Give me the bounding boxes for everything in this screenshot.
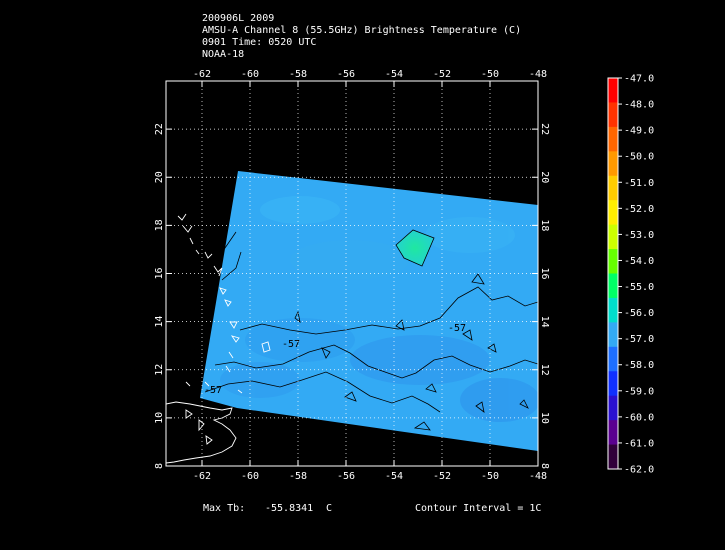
- colorbar-segment: [608, 297, 618, 323]
- contour-lines: [204, 229, 538, 431]
- warm-core-feature: [396, 230, 434, 266]
- colorbar-segment: [608, 175, 618, 201]
- colorbar-segment: [608, 322, 618, 348]
- coastlines: [166, 213, 271, 464]
- lat-label-right-8: 8: [539, 463, 550, 469]
- lon-label-top--54: -54: [385, 69, 403, 80]
- lon-label-bottom--52: -52: [433, 471, 451, 482]
- lat-label-left-20: 20: [154, 171, 165, 183]
- colorbar-segment: [608, 102, 618, 128]
- contour-label-2: -57: [448, 323, 466, 334]
- lat-label-left-18: 18: [154, 219, 165, 231]
- colorbar-segment: [608, 395, 618, 421]
- contour-label-1: -57: [282, 339, 300, 350]
- colorbar-segment: [608, 224, 618, 250]
- max-tb-unit: C: [326, 503, 333, 514]
- colorbar-label-10: -56.0: [624, 308, 654, 319]
- colorbar-label-2: -48.0: [624, 100, 654, 111]
- lon-label-top--52: -52: [433, 69, 451, 80]
- title-line-3: 0901 Time: 0520 UTC: [202, 37, 317, 48]
- swath-layer: -57 -57 -57: [200, 171, 538, 451]
- lat-label-right-22: 22: [539, 123, 550, 135]
- colorbar-segment: [608, 420, 618, 446]
- lat-label-right-16: 16: [539, 267, 550, 279]
- colorbar-label-13: -59.0: [624, 386, 654, 397]
- colorbar-label-1: -47.0: [624, 74, 654, 85]
- lon-label-bottom--58: -58: [289, 471, 307, 482]
- lat-label-right-18: 18: [539, 219, 550, 231]
- colorbar-label-6: -52.0: [624, 204, 654, 215]
- lat-label-left-12: 12: [154, 364, 165, 376]
- contour-label-3: -57: [204, 385, 222, 396]
- colorbar-label-5: -51.0: [624, 178, 654, 189]
- colorbar-segment: [608, 78, 618, 103]
- axis-ticks: [166, 81, 539, 467]
- lon-label-bottom--62: -62: [193, 471, 211, 482]
- lon-label-top--58: -58: [289, 69, 307, 80]
- colorbar-segment: [608, 444, 618, 470]
- lat-label-left-16: 16: [154, 267, 165, 279]
- title-line-2: AMSU-A Channel 8 (55.5GHz) Brightness Te…: [202, 25, 522, 36]
- title-line-1: 200906L 2009: [202, 13, 275, 24]
- colorbar-label-15: -61.0: [624, 438, 654, 449]
- lon-label-top--62: -62: [193, 69, 211, 80]
- lat-label-right-20: 20: [539, 171, 550, 183]
- colorbar-label-11: -57.0: [624, 334, 654, 345]
- lon-label-bottom--60: -60: [241, 471, 259, 482]
- lat-label-left-14: 14: [154, 316, 165, 328]
- lon-label-bottom--50: -50: [481, 471, 499, 482]
- contour-interval: Contour Interval = 1C: [415, 503, 542, 514]
- max-tb-label: Max Tb:: [203, 503, 246, 514]
- colorbar-ticks: [618, 77, 622, 470]
- colorbar-label-14: -60.0: [624, 412, 654, 423]
- colorbar-label-12: -58.0: [624, 360, 654, 371]
- lon-label-bottom--54: -54: [385, 471, 403, 482]
- max-tb-value: -55.8341: [265, 503, 314, 514]
- lon-label-top--56: -56: [337, 69, 355, 80]
- colorbar-label-3: -49.0: [624, 126, 654, 137]
- title-line-4: NOAA-18: [202, 49, 245, 60]
- lon-label-top--48: -48: [529, 69, 547, 80]
- lat-label-left-10: 10: [154, 412, 165, 424]
- colorbar-label-4: -50.0: [624, 152, 654, 163]
- lon-label-bottom--56: -56: [337, 471, 355, 482]
- lon-label-bottom--48: -48: [529, 471, 547, 482]
- lon-label-top--60: -60: [241, 69, 259, 80]
- lat-label-left-8: 8: [154, 463, 165, 469]
- colorbar-label-7: -53.0: [624, 230, 654, 241]
- colorbar: [608, 78, 618, 470]
- colorbar-segment: [608, 249, 618, 274]
- colorbar-label-9: -55.0: [624, 282, 654, 293]
- colorbar-label-8: -54.0: [624, 256, 654, 267]
- lon-label-top--50: -50: [481, 69, 499, 80]
- colorbar-segment: [608, 151, 618, 177]
- colorbar-label-16: -62.0: [624, 465, 654, 476]
- colorbar-segment: [608, 200, 618, 226]
- lat-label-left-22: 22: [154, 123, 165, 135]
- lat-label-right-12: 12: [539, 364, 550, 376]
- lat-label-right-14: 14: [539, 316, 550, 328]
- colorbar-segment: [608, 126, 618, 152]
- colorbar-frame: [607, 77, 619, 470]
- colorbar-segment: [608, 273, 618, 299]
- lat-label-right-10: 10: [539, 412, 550, 424]
- colorbar-segment: [608, 346, 618, 372]
- colorbar-segment: [608, 371, 618, 397]
